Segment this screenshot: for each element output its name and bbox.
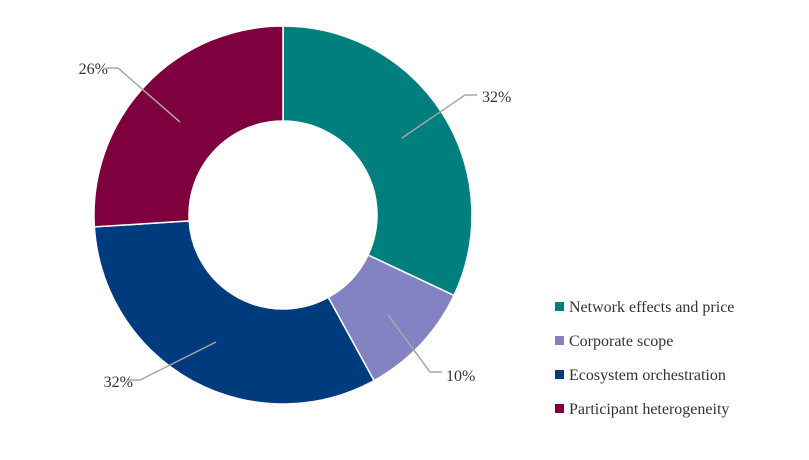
slices-layer — [93, 25, 473, 405]
leader-line-network-effects-and-price — [401, 94, 477, 139]
legend-item-corporate-scope: Corporate scope — [555, 333, 673, 350]
legend-swatch-participant-heterogeneity — [555, 404, 564, 413]
slice-network-effects-and-price — [282, 25, 473, 297]
legend-item-ecosystem-orchestration: Ecosystem orchestration — [555, 367, 726, 384]
legend: Network effects and price Corporate scope… — [555, 299, 734, 418]
data-labels-layer: 32% 10% 32% 26% — [79, 61, 512, 391]
legend-item-participant-heterogeneity: Participant heterogeneity — [555, 401, 729, 418]
leader-lines-layer — [106, 67, 477, 381]
legend-item-network-effects-and-price: Network effects and price — [555, 299, 734, 316]
data-label-ecosystem-orchestration: 32% — [104, 374, 133, 391]
legend-swatch-network-effects-and-price — [555, 302, 564, 311]
data-label-corporate-scope: 10% — [446, 368, 475, 385]
legend-swatch-corporate-scope — [555, 336, 564, 345]
slice-participant-heterogeneity — [93, 25, 284, 228]
legend-label-ecosystem-orchestration: Ecosystem orchestration — [569, 367, 726, 384]
slice-ecosystem-orchestration — [93, 220, 376, 405]
data-label-participant-heterogeneity: 26% — [79, 61, 108, 78]
legend-label-network-effects-and-price: Network effects and price — [569, 299, 734, 316]
legend-swatch-ecosystem-orchestration — [555, 370, 564, 379]
legend-label-corporate-scope: Corporate scope — [569, 333, 673, 350]
leader-line-ecosystem-orchestration — [128, 341, 217, 381]
legend-label-participant-heterogeneity: Participant heterogeneity — [569, 401, 729, 418]
leader-line-corporate-scope — [387, 314, 442, 373]
data-label-network-effects-and-price: 32% — [482, 89, 511, 106]
leader-line-participant-heterogeneity — [106, 67, 181, 123]
